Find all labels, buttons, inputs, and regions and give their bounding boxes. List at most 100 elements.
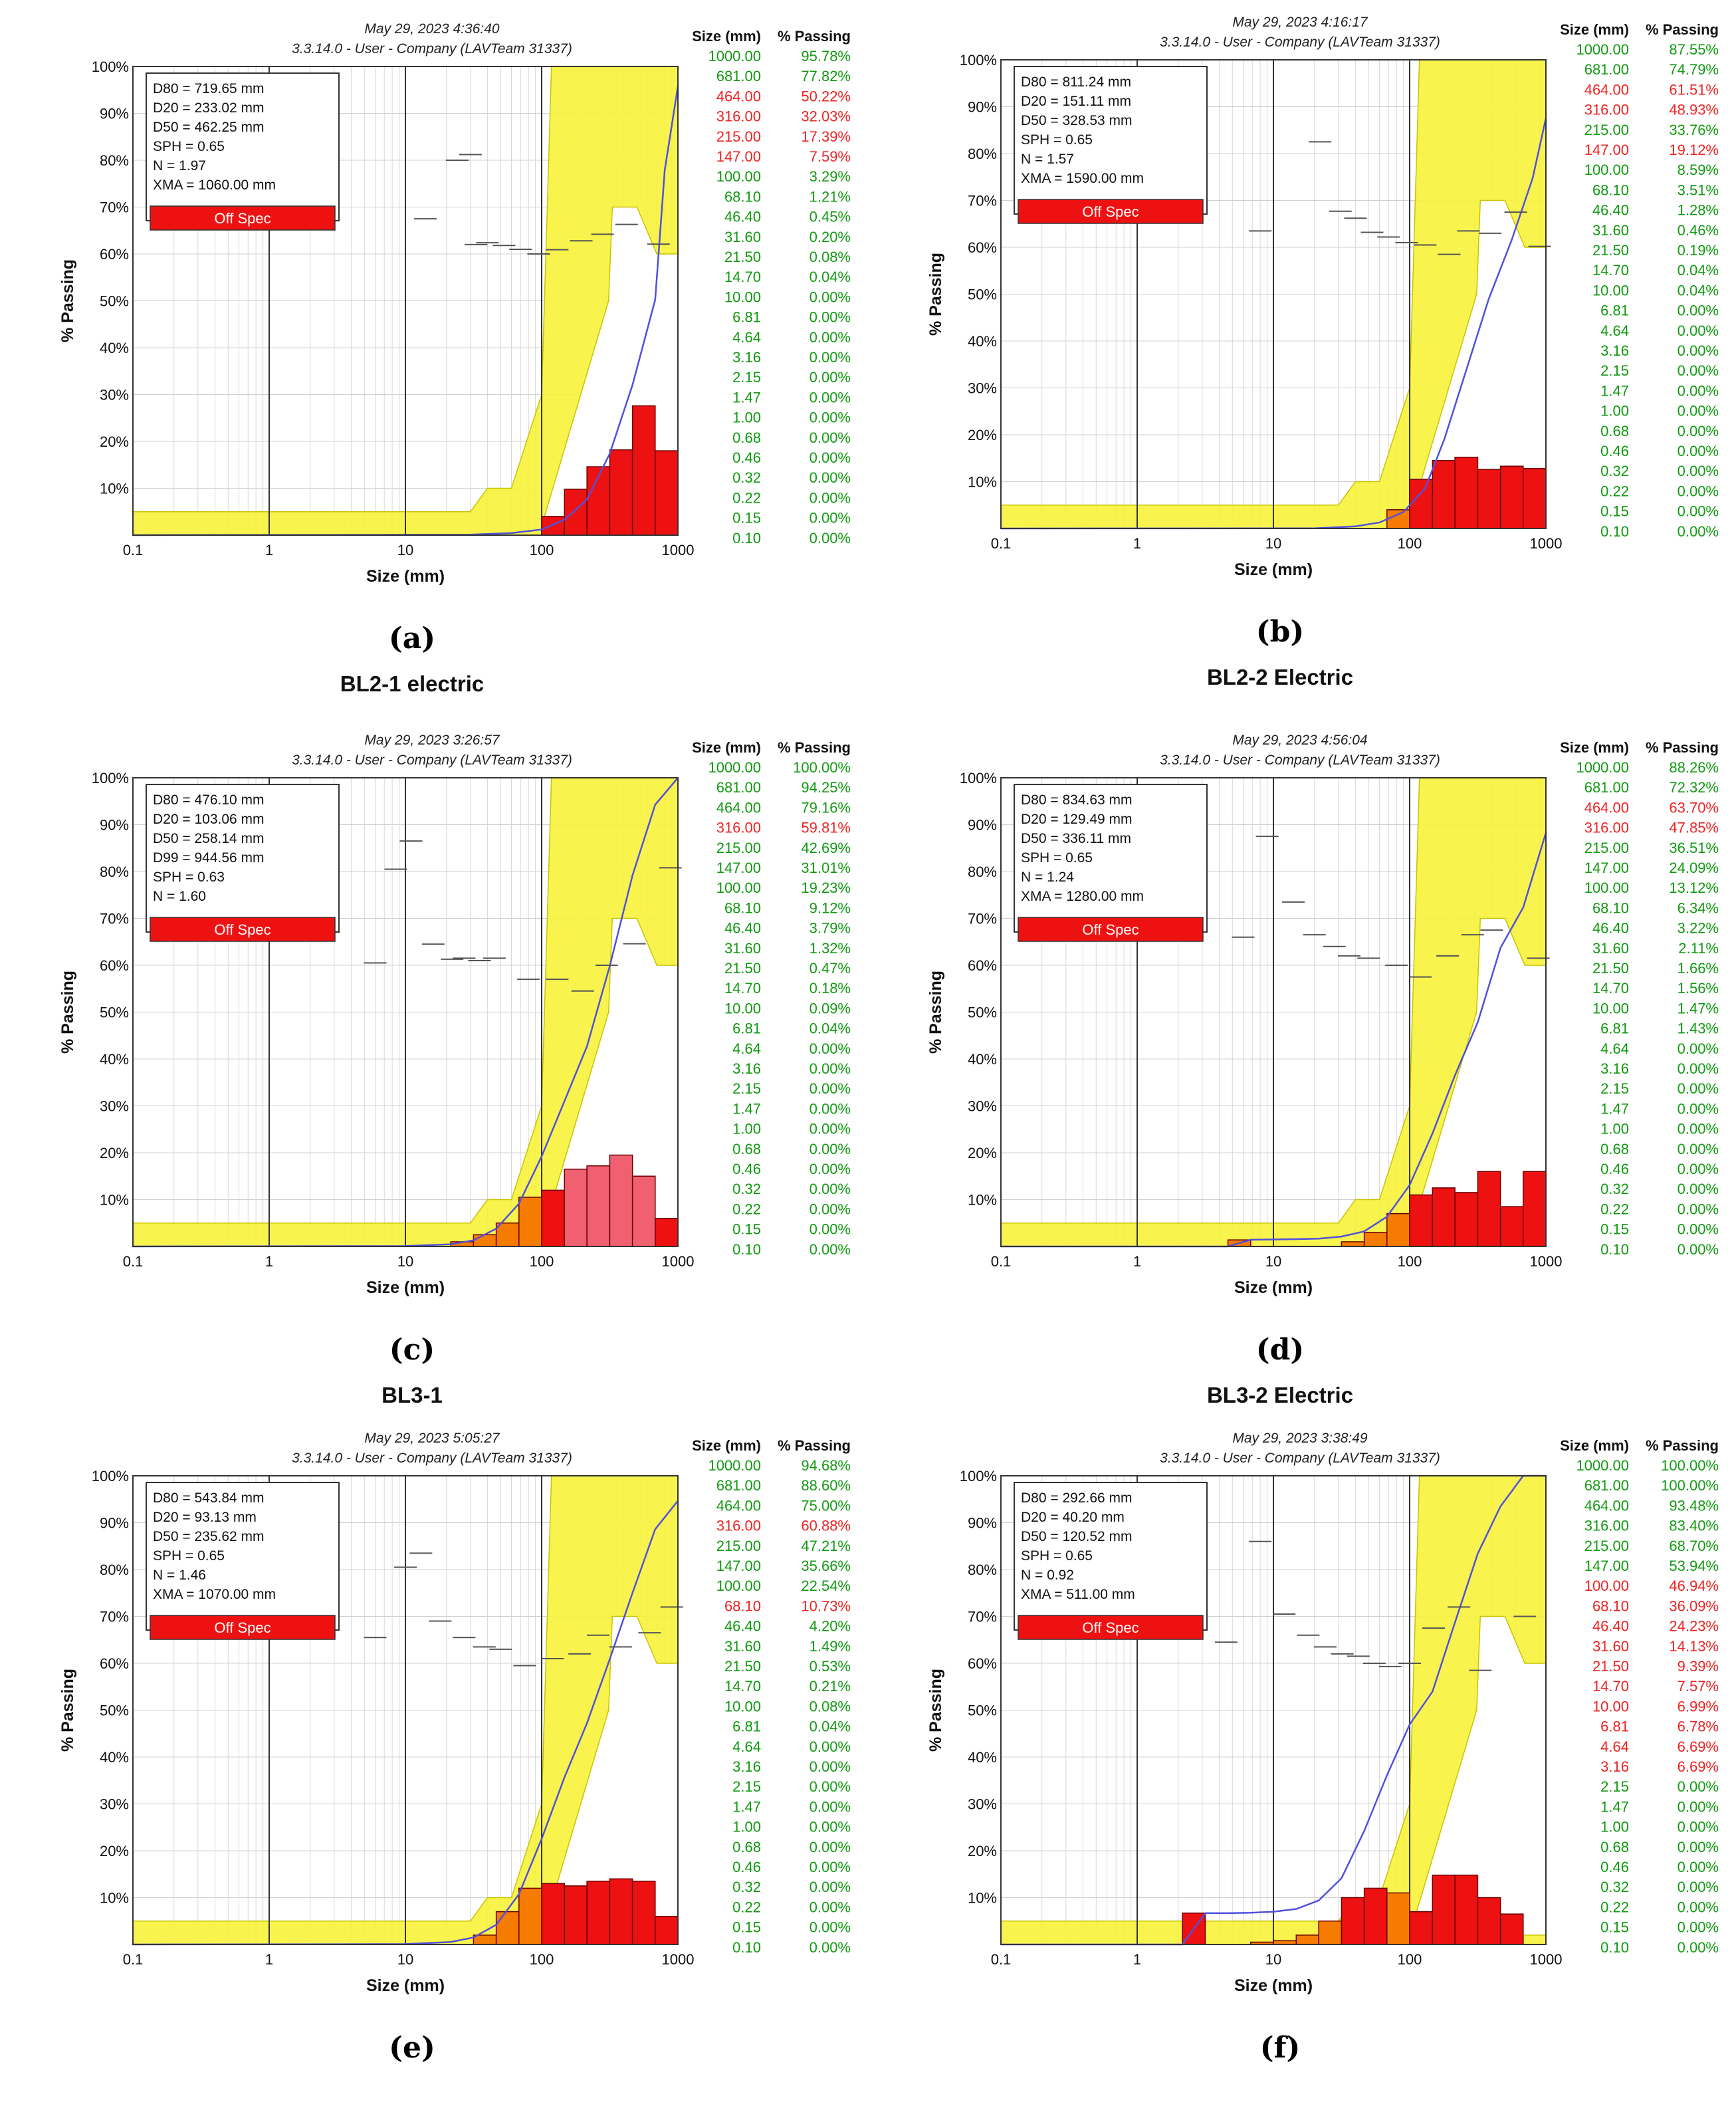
stat-line: XMA = 511.00 mm bbox=[1021, 1587, 1135, 1602]
table-passing-cell: 93.48% bbox=[1669, 1497, 1719, 1514]
table-size-cell: 215.00 bbox=[1584, 1538, 1629, 1554]
histogram-bar bbox=[631, 1175, 656, 1247]
chart-svg: May 29, 2023 5:05:27 3.3.14.0 - User - Co… bbox=[58, 1431, 851, 2065]
table-passing-cell: 83.40% bbox=[1669, 1518, 1719, 1534]
histogram-bar bbox=[564, 489, 588, 536]
histogram-bar bbox=[1409, 1911, 1434, 1945]
histogram-bar bbox=[1386, 1892, 1410, 1945]
y-tick-label: 60% bbox=[100, 1655, 129, 1672]
y-axis-label: % Passing bbox=[926, 253, 945, 336]
table-passing-cell: 94.68% bbox=[801, 1457, 851, 1474]
table-passing-cell: 0.00% bbox=[810, 469, 851, 486]
histogram-bar bbox=[631, 405, 656, 536]
x-axis-label: Size (mm) bbox=[366, 1976, 445, 1995]
panel-tag: (e) bbox=[389, 2031, 435, 2065]
histogram-bar bbox=[586, 1881, 611, 1945]
y-tick-label: 60% bbox=[100, 246, 129, 263]
table-passing-cell: 79.16% bbox=[801, 799, 851, 816]
y-tick-label: 60% bbox=[100, 957, 129, 974]
x-tick-label: 0.1 bbox=[123, 1253, 144, 1270]
table-passing-cell: 0.21% bbox=[810, 1678, 851, 1695]
stat-line: SPH = 0.65 bbox=[1021, 850, 1093, 866]
table-passing-cell: 100.00% bbox=[1661, 1457, 1719, 1474]
x-tick-label: 1 bbox=[1133, 1253, 1141, 1270]
stat-line: N = 1.46 bbox=[153, 1568, 206, 1583]
x-tick-label: 1000 bbox=[662, 542, 695, 558]
table-size-cell: 1.47 bbox=[732, 389, 761, 406]
table-passing-cell: 75.00% bbox=[801, 1497, 851, 1514]
table-size-cell: 10.00 bbox=[724, 289, 761, 305]
stat-line: SPH = 0.65 bbox=[153, 1548, 225, 1564]
table-size-cell: 2.15 bbox=[732, 369, 761, 386]
chart-version: 3.3.14.0 - User - Company (LAVTeam 31337… bbox=[292, 41, 572, 57]
y-tick-label: 10% bbox=[100, 1890, 129, 1907]
stat-line: D20 = 151.11 mm bbox=[1021, 94, 1131, 109]
y-tick-label: 60% bbox=[968, 1655, 997, 1672]
histogram-bar bbox=[609, 1878, 633, 1945]
table-passing-cell: 63.70% bbox=[1669, 799, 1719, 816]
table-size-cell: 2.15 bbox=[732, 1080, 761, 1097]
y-tick-label: 70% bbox=[100, 1609, 129, 1625]
table-size-cell: 316.00 bbox=[1584, 102, 1629, 118]
table-passing-cell: 0.00% bbox=[1678, 1819, 1719, 1835]
y-axis-label: % Passing bbox=[58, 971, 77, 1054]
size-column-header: Size (mm) bbox=[1560, 1437, 1629, 1454]
table-size-cell: 0.22 bbox=[1600, 1899, 1629, 1915]
passing-column-header: % Passing bbox=[1646, 739, 1719, 756]
table-size-cell: 3.16 bbox=[732, 1060, 761, 1077]
table-passing-cell: 0.00% bbox=[810, 449, 851, 466]
y-tick-label: 30% bbox=[968, 380, 997, 397]
histogram-bar bbox=[655, 1915, 679, 1945]
y-tick-label: 100% bbox=[92, 1468, 129, 1484]
table-size-cell: 0.22 bbox=[1600, 1201, 1629, 1217]
y-axis-label: % Passing bbox=[58, 1669, 77, 1752]
table-size-cell: 1.00 bbox=[1600, 403, 1629, 419]
cumulative-curve bbox=[1001, 832, 1547, 1248]
table-size-cell: 0.46 bbox=[1600, 1161, 1629, 1177]
cumulative-curve bbox=[1000, 118, 1547, 530]
table-passing-cell: 0.00% bbox=[1678, 322, 1719, 339]
chart-date: May 29, 2023 3:38:49 bbox=[1232, 1431, 1367, 1446]
panel-caption: BL2-1 electric bbox=[340, 671, 484, 696]
y-tick-label: 40% bbox=[100, 340, 129, 356]
off-spec-label: Off Spec bbox=[1082, 203, 1139, 220]
table-size-cell: 0.32 bbox=[732, 1879, 761, 1895]
histogram-bar bbox=[1499, 1913, 1524, 1945]
table-passing-cell: 9.39% bbox=[1678, 1658, 1719, 1675]
table-size-cell: 14.70 bbox=[1592, 1678, 1629, 1695]
off-spec-badge bbox=[150, 1615, 336, 1640]
chart-date: May 29, 2023 3:26:57 bbox=[364, 733, 500, 748]
stat-line: SPH = 0.65 bbox=[1021, 132, 1093, 148]
table-size-cell: 0.68 bbox=[1600, 1141, 1629, 1157]
table-passing-cell: 3.29% bbox=[810, 168, 851, 185]
chart-date: May 29, 2023 5:05:27 bbox=[364, 1431, 500, 1446]
table-passing-cell: 0.00% bbox=[810, 1778, 851, 1795]
stat-line: D80 = 811.24 mm bbox=[1021, 74, 1131, 90]
table-passing-cell: 0.00% bbox=[1678, 483, 1719, 499]
table-passing-cell: 95.78% bbox=[801, 48, 851, 64]
table-size-cell: 100.00 bbox=[716, 1578, 761, 1594]
histogram-bar bbox=[1499, 465, 1524, 529]
table-size-cell: 1.00 bbox=[732, 1819, 761, 1835]
y-tick-label: 20% bbox=[968, 1145, 997, 1161]
table-passing-cell: 88.60% bbox=[801, 1477, 851, 1494]
stats-box bbox=[146, 1482, 340, 1631]
histogram-bar bbox=[541, 1189, 566, 1247]
passing-column-header: % Passing bbox=[1646, 21, 1719, 38]
table-passing-cell: 0.00% bbox=[810, 329, 851, 346]
table-passing-cell: 32.03% bbox=[801, 108, 851, 125]
y-tick-label: 90% bbox=[100, 817, 129, 834]
table-size-cell: 46.40 bbox=[1592, 202, 1629, 219]
x-tick-label: 1 bbox=[1133, 535, 1141, 552]
histogram-bar bbox=[541, 516, 566, 536]
stat-line: D50 = 258.14 mm bbox=[153, 831, 265, 846]
y-tick-label: 90% bbox=[968, 1515, 997, 1532]
table-size-cell: 0.32 bbox=[1600, 463, 1629, 479]
stat-line: N = 1.57 bbox=[1021, 152, 1074, 167]
table-size-cell: 316.00 bbox=[716, 108, 761, 125]
chart-panel-1: May 29, 2023 4:36:40 3.3.14.0 - User - Co… bbox=[0, 7, 868, 705]
y-tick-label: 90% bbox=[100, 1515, 129, 1532]
x-tick-label: 1000 bbox=[1530, 1253, 1563, 1270]
table-passing-cell: 3.22% bbox=[1678, 920, 1719, 937]
y-tick-label: 60% bbox=[968, 239, 997, 256]
